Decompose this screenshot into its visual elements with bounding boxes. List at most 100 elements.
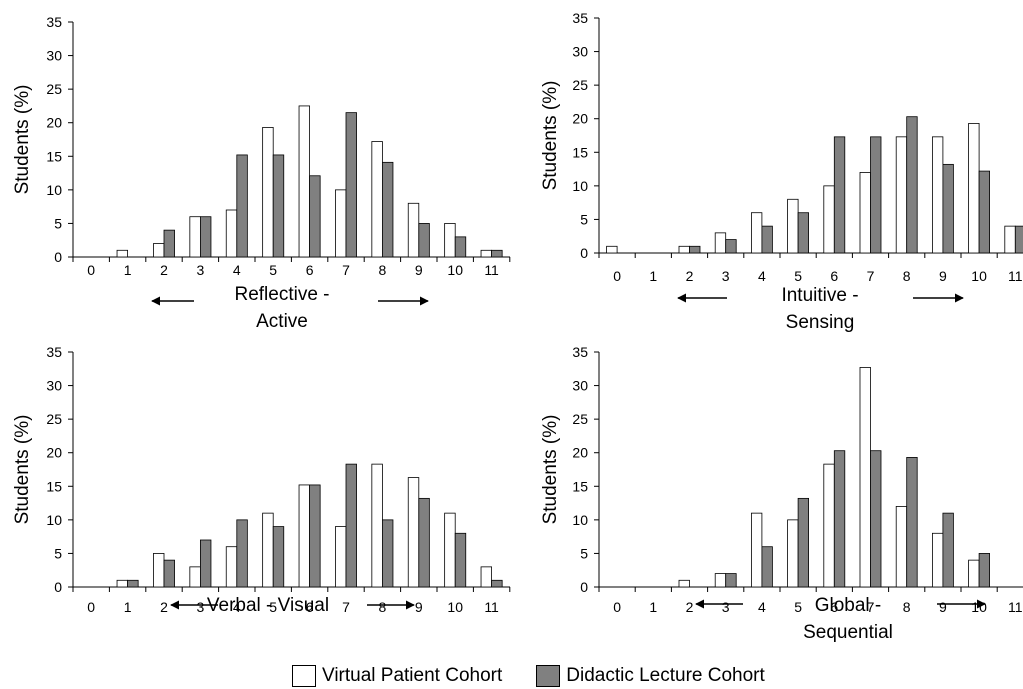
bar-didactic-lecture bbox=[236, 154, 248, 258]
y-tick-label: 0 bbox=[54, 249, 62, 265]
y-tick-label: 5 bbox=[54, 215, 62, 231]
x-axis-title: Verbal - Visual bbox=[207, 595, 329, 616]
x-tick-label: 11 bbox=[484, 262, 499, 278]
bar-didactic-lecture bbox=[978, 553, 990, 588]
y-tick-label: 10 bbox=[46, 182, 62, 198]
bar-virtual-patient bbox=[480, 249, 493, 258]
bar-didactic-lecture bbox=[942, 163, 954, 254]
bar-didactic-lecture bbox=[906, 457, 918, 588]
y-tick-label: 30 bbox=[46, 48, 62, 64]
x-tick-label: 6 bbox=[830, 599, 838, 615]
y-tick-label: 20 bbox=[572, 445, 588, 461]
y-tick-label: 15 bbox=[572, 144, 588, 160]
bar-virtual-patient bbox=[335, 526, 347, 588]
x-tick-label: 7 bbox=[342, 599, 350, 615]
x-tick-label: 10 bbox=[971, 268, 987, 284]
bar-didactic-lecture bbox=[272, 526, 285, 588]
bar-didactic-lecture bbox=[381, 519, 394, 588]
x-tick-label: 1 bbox=[649, 268, 657, 284]
y-tick-label: 0 bbox=[580, 245, 588, 261]
y-tick-label: 20 bbox=[572, 111, 588, 127]
y-tick-label: 5 bbox=[54, 545, 62, 561]
x-tick-label: 6 bbox=[306, 599, 314, 615]
legend-label-didactic: Didactic Lecture Cohort bbox=[566, 665, 765, 686]
x-tick-label: 10 bbox=[971, 599, 987, 615]
legend-item-virtual: Virtual Patient Cohort bbox=[292, 665, 502, 687]
bar-didactic-lecture bbox=[418, 497, 430, 588]
x-tick-label: 8 bbox=[379, 262, 387, 278]
bar-didactic-lecture bbox=[272, 154, 285, 258]
bar-virtual-patient bbox=[1004, 225, 1016, 254]
bar-virtual-patient bbox=[298, 105, 311, 258]
bar-virtual-patient bbox=[895, 506, 908, 588]
x-tick-label: 6 bbox=[306, 262, 314, 278]
y-tick-label: 30 bbox=[572, 378, 588, 394]
bar-virtual-patient bbox=[678, 245, 690, 254]
bar-didactic-lecture bbox=[491, 579, 503, 588]
x-tick-label: 8 bbox=[379, 599, 387, 615]
x-tick-label: 1 bbox=[124, 262, 132, 278]
x-tick-label: 9 bbox=[415, 262, 423, 278]
y-tick-label: 10 bbox=[46, 512, 62, 528]
bar-didactic-lecture bbox=[381, 161, 394, 258]
bar-virtual-patient bbox=[225, 546, 238, 588]
bar-virtual-patient bbox=[932, 136, 944, 254]
x-tick-label: 11 bbox=[1008, 599, 1023, 615]
y-tick-label: 25 bbox=[46, 81, 62, 97]
x-tick-label: 9 bbox=[415, 599, 423, 615]
x-tick-label: 4 bbox=[233, 262, 241, 278]
y-tick-label: 5 bbox=[580, 545, 588, 561]
bar-virtual-patient bbox=[225, 209, 238, 258]
x-tick-label: 0 bbox=[87, 599, 95, 615]
bar-virtual-patient bbox=[968, 123, 980, 254]
x-tick-label: 3 bbox=[722, 268, 730, 284]
x-tick-label: 8 bbox=[903, 599, 911, 615]
legend-swatch-didactic bbox=[536, 665, 561, 687]
bar-virtual-patient bbox=[444, 512, 456, 588]
bar-virtual-patient bbox=[153, 553, 165, 588]
legend-label-virtual: Virtual Patient Cohort bbox=[322, 665, 503, 686]
bar-didactic-lecture bbox=[833, 136, 846, 254]
x-tick-label: 10 bbox=[447, 599, 463, 615]
bar-didactic-lecture bbox=[725, 239, 737, 254]
y-axis-title: Students (%) bbox=[12, 85, 33, 195]
x-tick-label: 2 bbox=[686, 599, 694, 615]
bar-virtual-patient bbox=[787, 519, 799, 588]
x-tick-label: 11 bbox=[1008, 268, 1023, 284]
y-tick-label: 15 bbox=[572, 478, 588, 494]
x-tick-label: 9 bbox=[939, 268, 947, 284]
x-tick-label: 5 bbox=[269, 262, 277, 278]
y-tick-label: 10 bbox=[572, 178, 588, 194]
bar-didactic-lecture bbox=[689, 245, 701, 254]
bar-virtual-patient bbox=[335, 189, 347, 258]
bar-didactic-lecture bbox=[870, 136, 882, 254]
bar-virtual-patient bbox=[407, 202, 420, 258]
x-tick-label: 9 bbox=[939, 599, 947, 615]
y-tick-label: 20 bbox=[46, 115, 62, 131]
y-tick-label: 15 bbox=[46, 478, 62, 494]
legend-swatch-virtual bbox=[292, 665, 316, 687]
y-tick-label: 30 bbox=[572, 44, 588, 60]
bar-virtual-patient bbox=[444, 223, 456, 258]
bar-virtual-patient bbox=[116, 579, 129, 588]
x-tick-label: 4 bbox=[233, 599, 241, 615]
x-tick-label: 0 bbox=[87, 262, 95, 278]
bar-virtual-patient bbox=[751, 512, 763, 588]
bar-didactic-lecture bbox=[725, 573, 737, 588]
bar-virtual-patient bbox=[678, 579, 690, 588]
bar-didactic-lecture bbox=[491, 249, 503, 258]
bar-virtual-patient bbox=[714, 232, 727, 254]
bar-virtual-patient bbox=[968, 559, 980, 588]
bar-virtual-patient bbox=[116, 249, 129, 258]
y-axis-title: Students (%) bbox=[540, 415, 561, 525]
bar-didactic-lecture bbox=[978, 170, 990, 254]
x-tick-label: 4 bbox=[758, 599, 766, 615]
bar-virtual-patient bbox=[859, 172, 871, 254]
x-tick-label: 8 bbox=[903, 268, 911, 284]
bar-didactic-lecture bbox=[454, 532, 467, 588]
x-axis-title: Active bbox=[256, 311, 308, 332]
x-tick-label: 7 bbox=[342, 262, 350, 278]
x-axis-title: Sensing bbox=[786, 312, 855, 333]
y-tick-label: 10 bbox=[572, 512, 588, 528]
bar-virtual-patient bbox=[787, 198, 799, 254]
